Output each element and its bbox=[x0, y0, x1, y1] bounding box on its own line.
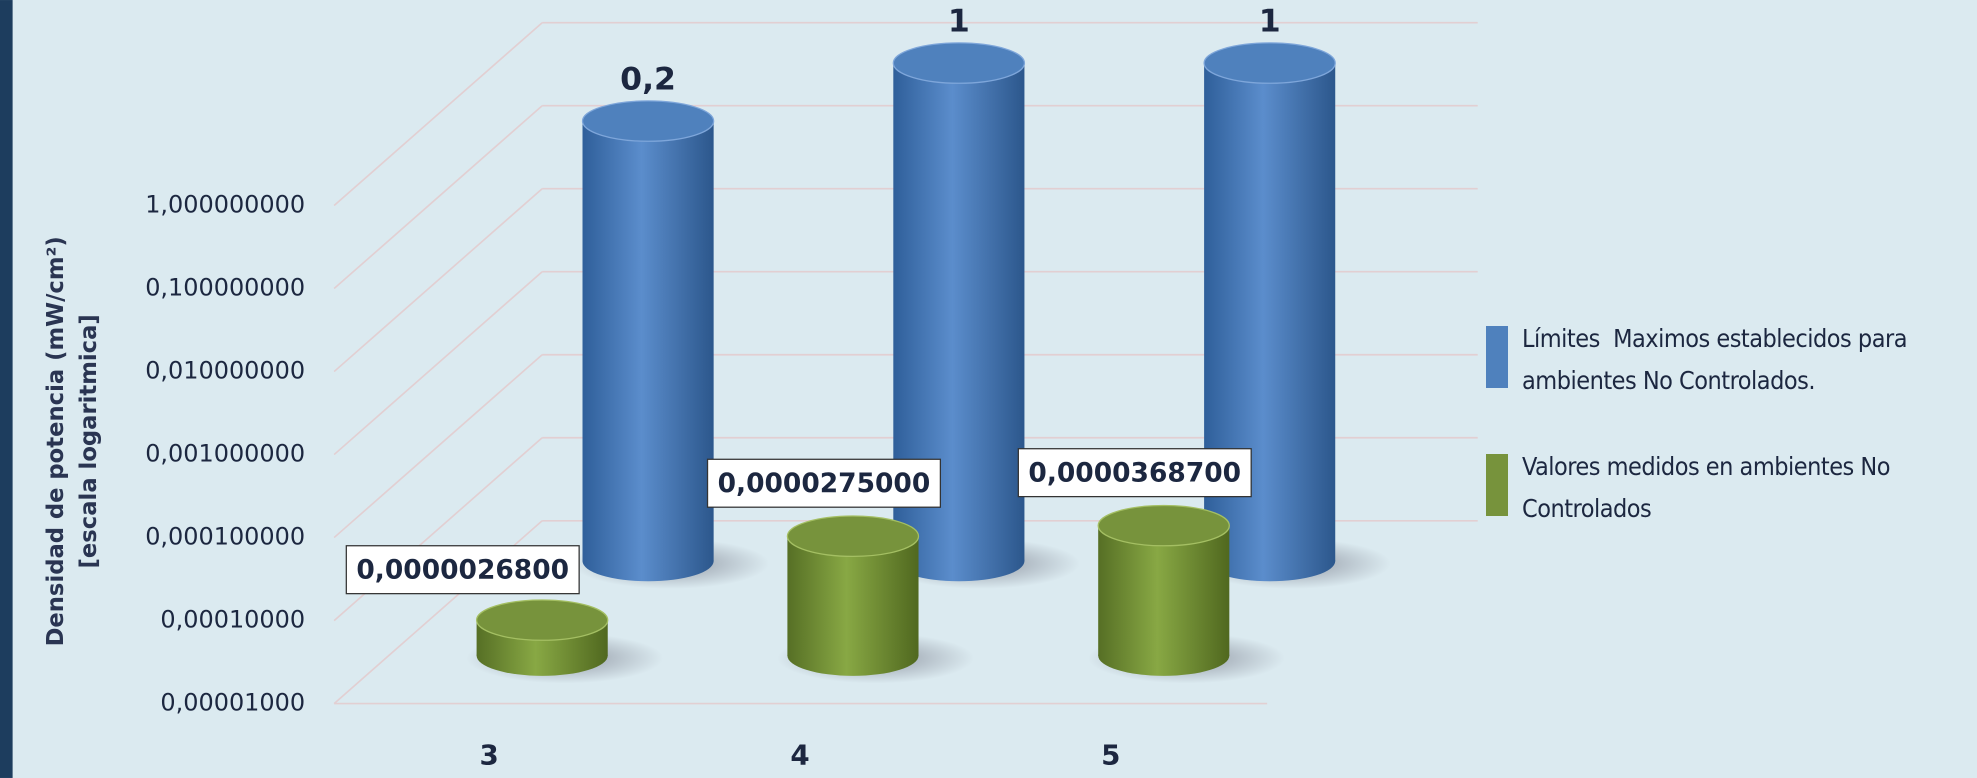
grid-line bbox=[333, 188, 543, 373]
value-label: 0,0000026800 bbox=[356, 554, 569, 585]
grid-line bbox=[333, 271, 543, 456]
grid-line bbox=[333, 354, 543, 539]
legend-entry: Valores medidos en ambientes No Controla… bbox=[1486, 446, 1977, 530]
legend: Límites Maximos establecidos para ambien… bbox=[1486, 318, 1977, 574]
grid-line bbox=[333, 105, 543, 290]
bar bbox=[1098, 525, 1230, 656]
bar bbox=[582, 121, 714, 562]
value-label: 0,2 bbox=[620, 62, 676, 98]
value-label: 0,0000275000 bbox=[718, 468, 931, 499]
legend-swatch bbox=[1486, 326, 1508, 388]
y-tick-label: 0,00001000 bbox=[160, 689, 305, 717]
y-tick-label: 0,001000000 bbox=[145, 440, 305, 468]
legend-swatch bbox=[1486, 454, 1508, 516]
legend-label: Límites Maximos establecidos para ambien… bbox=[1522, 324, 1914, 395]
value-label: 0,0000368700 bbox=[1028, 457, 1241, 488]
y-axis-title: Densidad de potencia (mW/cm²) [escala log… bbox=[43, 236, 102, 646]
bar-top bbox=[1097, 504, 1230, 547]
legend-label: Valores medidos en ambientes No Controla… bbox=[1522, 452, 1897, 523]
y-tick-label: 0,010000000 bbox=[145, 357, 305, 385]
y-axis-title-line: Densidad de potencia (mW/cm²) bbox=[43, 236, 69, 646]
bar-top bbox=[475, 599, 609, 641]
bar-top bbox=[786, 515, 920, 557]
x-tick-label: 3 bbox=[480, 739, 499, 772]
grid-line bbox=[333, 22, 543, 207]
label-box bbox=[1017, 448, 1252, 498]
value-label: 1 bbox=[948, 4, 970, 40]
x-tick-label: 4 bbox=[790, 739, 809, 772]
legend-entry: Límites Maximos establecidos para ambien… bbox=[1486, 318, 1977, 402]
x-tick-label: 5 bbox=[1101, 739, 1120, 772]
label-box bbox=[345, 545, 580, 595]
y-axis-title-line: [escala logaritmica] bbox=[76, 314, 102, 568]
y-tick-label: 0,00010000 bbox=[160, 606, 305, 634]
label-box bbox=[706, 458, 942, 508]
y-tick-label: 0,000100000 bbox=[145, 523, 305, 551]
side-strip bbox=[0, 0, 13, 778]
bar-top bbox=[892, 42, 1026, 84]
value-label: 1 bbox=[1259, 4, 1281, 40]
value-label-box: 0,0000026800 bbox=[345, 545, 580, 595]
y-tick-label: 0,100000000 bbox=[145, 274, 305, 302]
value-label-box: 0,0000275000 bbox=[706, 458, 942, 508]
bar-top bbox=[1203, 42, 1336, 84]
value-label-box: 0,0000368700 bbox=[1017, 448, 1252, 498]
y-tick-label: 1,000000000 bbox=[145, 191, 305, 219]
bar-top bbox=[581, 100, 715, 142]
